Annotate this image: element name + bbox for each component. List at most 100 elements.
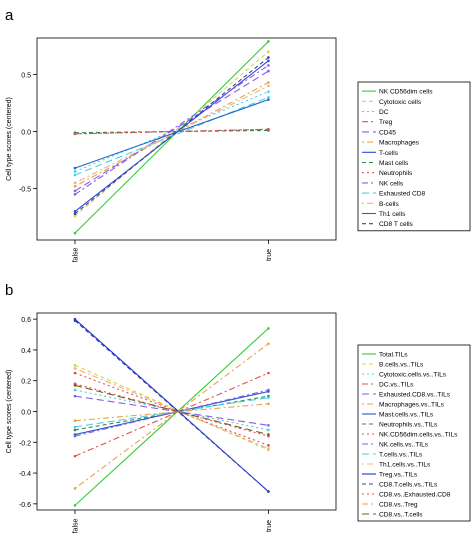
x-tick-label: true [266,249,273,261]
data-point [73,428,77,432]
data-point [73,185,77,188]
y-tick-label: -0.4 [19,471,31,478]
data-point [267,490,270,493]
series-line [74,367,269,449]
data-point [267,59,270,63]
data-point [73,210,77,213]
data-point [73,388,77,392]
data-point [267,428,270,432]
panel-b-letter: b [5,282,13,299]
data-point [267,371,270,375]
legend-label: Exhausted CD8 [379,191,426,198]
data-point [73,364,77,367]
data-point [73,487,77,490]
y-tick-label: -0.6 [19,502,31,509]
series-line [74,395,269,426]
series-line [74,41,269,234]
legend-label: CD8.T.cells.vs..TILs [379,482,438,489]
y-tick-label: 0.0 [21,410,31,417]
series-line [74,403,269,422]
data-point [267,402,270,406]
data-point [73,214,77,218]
legend-label: Mast cells [379,160,409,167]
x-tick-label: false [72,248,79,263]
chart-panel-b: -0.6 -0.4 -0.2 0.0 0.2 0.4 0.6 Cell type scores… [6,312,471,533]
legend-label: Macrophages [379,140,420,147]
series-line [74,384,269,436]
legend-label: NK cells [379,180,404,187]
legend-label: CD45 [379,129,396,136]
legend-label: CD8.vs..Treg [379,502,418,509]
y-tick-label: -0.2 [19,440,31,447]
legend-box [357,81,471,232]
data-point [267,56,270,59]
data-point [267,327,270,330]
y-tick-label: 0.5 [21,73,31,80]
legend-label: DC.vs..TILs [379,382,414,389]
legend-label: Th1 cells [379,211,406,218]
data-point [73,181,77,185]
data-point [267,433,270,436]
data-point [267,64,270,67]
data-point [73,212,77,216]
series-line [74,64,269,195]
legend-label: B.cells.vs..TILs [379,362,424,369]
data-point [267,444,270,447]
data-point [267,50,270,53]
legend-label: Neutrophils.vs..TILs [379,422,438,429]
data-point [73,367,77,370]
legend-box [357,344,471,522]
legend-label: Treg [379,119,393,126]
series-line [74,82,269,187]
chart-panel-a: -0.5 0.0 0.5 Cell type scores (centered) fal… [6,37,471,263]
data-point [73,425,77,429]
y-axis-label: Cell type scores (centered) [6,370,13,454]
legend-label: T.cells.vs..TILs [379,452,423,459]
series-line [74,96,269,176]
series-line [74,318,269,492]
legend-label: Cytotoxic.cells.vs..TILs [379,372,447,379]
panel-a-letter: a [5,7,14,24]
data-point [73,231,77,235]
series-line [74,128,269,135]
y-axis-label: Cell type scores (centered) [6,97,13,181]
y-tick-label: -0.5 [19,187,31,194]
data-point [267,127,270,131]
data-point [73,394,77,398]
legend-label: Mast.cells.vs..TILs [379,412,434,419]
data-point [73,319,77,322]
series-line [74,70,269,192]
data-point [267,40,270,43]
data-point [267,81,270,84]
series-line [74,99,269,169]
series-line [74,364,269,451]
legend-label: NK.cells.vs..TILs [379,442,429,449]
series-line [74,372,269,457]
y-tick-label: 0.2 [21,379,31,386]
data-point [267,342,270,346]
legend-label: NK.CD56dim.cells.vs..TILs [379,432,458,439]
data-point [73,173,77,177]
legend-label: Neutrophils [379,170,413,177]
legend-label: Exhausted.CD8.vs..TILs [379,392,451,399]
data-point [73,371,77,375]
plot-frame [36,312,337,511]
data-point [73,384,77,387]
data-point [73,166,77,170]
legend-label: Macrophages.vs..TILs [379,402,445,409]
y-tick-label: 0.6 [21,317,31,324]
data-point [267,90,270,93]
series-line [74,389,269,437]
legend-label: DC [379,109,389,116]
data-point [73,193,77,196]
data-point [267,396,270,399]
legend-label: CD8 T cells [379,221,414,228]
series-line [74,320,269,492]
legend-label: NK CD56dim cells [379,89,433,96]
x-tick-label: true [266,520,273,532]
series-line [74,343,269,489]
legend-label: CD8.vs..T.cells [379,512,423,519]
data-point [73,132,77,136]
series-line [74,327,269,506]
data-point [267,424,270,427]
